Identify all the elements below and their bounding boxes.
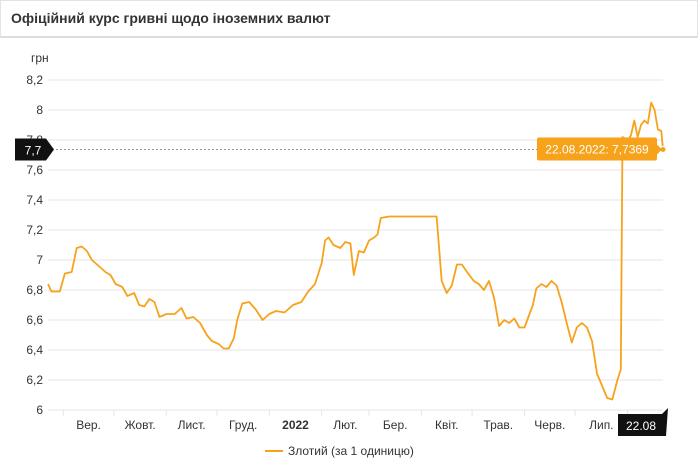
x-tick-label: Черв. [534, 418, 565, 432]
y-tick-label: 6,2 [26, 373, 43, 387]
x-crosshair-label: 22.08 [626, 419, 656, 433]
x-tick-label: Квіт. [435, 418, 459, 432]
y-tick-label: 7,4 [26, 193, 43, 207]
y-axis: 66,26,46,66,877,27,47,67,888,2 [26, 73, 43, 417]
y-crosshair-badge [15, 138, 54, 161]
y-tick-label: 7 [36, 253, 43, 267]
line-chart[interactable]: 66,26,46,66,877,27,47,67,888,2 грн Вер.Ж… [0, 38, 700, 470]
y-tick-label: 6,6 [26, 313, 43, 327]
y-tick-label: 6,4 [26, 343, 43, 357]
y-tick-label: 7,2 [26, 223, 43, 237]
x-axis: Вер. Жовт. Лист. Груд. 2022 Лют. Бер. Квіт. Трав… [62, 410, 629, 432]
x-tick-label: Лип. [589, 418, 613, 432]
x-tick-label: Вер. [76, 418, 101, 432]
grid-layer [48, 79, 663, 411]
page-title: Офіційний курс гривні щодо іноземних вал… [11, 10, 331, 26]
x-tick-label: Лют. [333, 418, 357, 432]
y-tick-label: 7,6 [26, 163, 43, 177]
x-tick-label: Трав. [483, 418, 513, 432]
y-tick-label: 8,2 [26, 73, 43, 87]
y-crosshair-label: 7,7 [25, 143, 42, 157]
chart-header: Офіційний курс гривні щодо іноземних вал… [0, 0, 698, 38]
x-tick-label: Лист. [178, 418, 206, 432]
x-tick-label: Груд. [229, 418, 257, 432]
crosshair-layer: 7,7 22.08 22.08.2022: 7,7369 [15, 137, 668, 436]
x-tick-label: Жовт. [124, 418, 155, 432]
legend[interactable]: Злотий (за 1 одиницю) [265, 444, 414, 458]
series-line-zloty [47, 101, 664, 401]
legend-item-label: Злотий (за 1 одиницю) [288, 444, 414, 458]
y-axis-title: грн [31, 51, 49, 65]
y-tick-label: 6,8 [26, 283, 43, 297]
y-tick-label: 6 [36, 403, 43, 417]
x-tick-label: Бер. [383, 418, 408, 432]
y-tick-label: 8 [36, 103, 43, 117]
x-crosshair-badge [618, 408, 668, 436]
tooltip-arrow [657, 144, 662, 155]
series-layer [47, 101, 664, 401]
x-tick-label: 2022 [282, 418, 309, 432]
tooltip-text: 22.08.2022: 7,7369 [545, 142, 649, 156]
tooltip-box [537, 137, 657, 161]
